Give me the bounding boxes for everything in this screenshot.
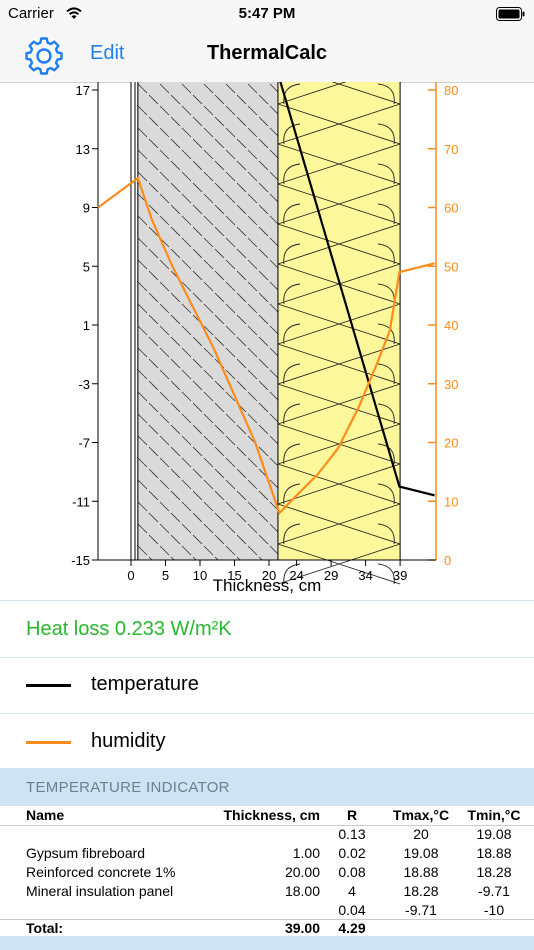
- y-left-tick-label: -3: [78, 377, 90, 392]
- cell-tmax: 18.88: [403, 864, 439, 880]
- chart-axes: 17 13 9 5 1 -3 -7 -11 -15 80 70 60 50 40 30 20 10 0 0 5 10 15…: [71, 82, 458, 583]
- legend-humidity: humidity: [0, 714, 534, 771]
- total-thickness: 39.00: [284, 920, 320, 936]
- x-tick-label: 15: [227, 568, 241, 583]
- section-title: TEMPERATURE INDICATOR: [26, 779, 230, 796]
- legend-temperature: temperature: [0, 657, 534, 714]
- battery-icon: [496, 7, 525, 21]
- page-title: ThermalCalc: [206, 42, 328, 64]
- wifi-icon: [66, 7, 82, 19]
- total-divider: [0, 919, 534, 920]
- cell-r: 0.08: [338, 864, 366, 880]
- y-left-tick-label: 9: [83, 201, 90, 216]
- cell-name: Mineral insulation panel: [26, 883, 174, 899]
- temperature-legend-swatch: [26, 684, 71, 687]
- carrier-label: Carrier: [8, 5, 54, 22]
- header-thickness: Thickness, cm: [223, 807, 321, 823]
- thermal-chart: 17 13 9 5 1 -3 -7 -11 -15 80 70 60 50 40 30 20 10 0 0 5 10 15…: [0, 63, 534, 600]
- table-row: Mineral insulation panel 18.00 4 18.28 -…: [0, 882, 534, 901]
- layer-reinforced-concrete: [137, 79, 279, 561]
- header-tmin: Tmin,°C: [467, 807, 521, 823]
- cell-tmin: 18.28: [476, 864, 512, 880]
- header-tmax: Tmax,°C: [392, 807, 450, 823]
- cell-thickness: 18.00: [284, 883, 320, 899]
- x-tick-label: 24: [289, 568, 303, 583]
- layer-gypsum-fibreboard: [130, 79, 139, 561]
- x-tick-label: 0: [127, 568, 134, 583]
- header-r: R: [346, 807, 358, 823]
- x-tick-label: 39: [393, 568, 407, 583]
- temperature-legend-label: temperature: [91, 673, 199, 695]
- cell-tmax: 18.28: [403, 883, 439, 899]
- x-tick-label: 34: [358, 568, 372, 583]
- y-right-tick-label: 70: [444, 142, 458, 157]
- cell-tmin: -9.71: [478, 883, 510, 899]
- x-tick-label: 20: [262, 568, 276, 583]
- insulation-pattern: [277, 63, 401, 585]
- temperature-series-line: [278, 77, 435, 497]
- cell-tmin: -10: [483, 902, 505, 918]
- cell-tmax: 20: [413, 826, 429, 842]
- y-right-tick-label: 30: [444, 377, 458, 392]
- y-right-tick-label: 50: [444, 259, 458, 274]
- temperature-table: Name Thickness, cm R Tmax,°C Tmin,°C 0.1…: [0, 806, 534, 936]
- total-r: 4.29: [338, 920, 366, 936]
- header-name: Name: [26, 807, 65, 823]
- cell-name: Gypsum fibreboard: [26, 845, 146, 861]
- humidity-series-line: [97, 176, 435, 516]
- x-tick-label: 5: [162, 568, 169, 583]
- y-left-tick-label: 17: [76, 83, 90, 98]
- edit-button[interactable]: Edit: [90, 42, 125, 64]
- y-left-tick-label: 13: [76, 142, 90, 157]
- y-left-tick-label: 1: [83, 318, 90, 333]
- humidity-legend-swatch: [26, 741, 71, 744]
- y-right-tick-label: 10: [444, 494, 458, 509]
- clock: 5:47 PM: [238, 5, 296, 22]
- x-tick-label: 10: [193, 568, 207, 583]
- cell-r: 0.02: [338, 845, 366, 861]
- layer-mineral-insulation: [277, 79, 401, 561]
- table-total-row: Total: 39.00 4.29: [0, 919, 534, 938]
- table-row: Reinforced concrete 1% 20.00 0.08 18.88 …: [0, 863, 534, 882]
- y-right-tick-label: 0: [444, 553, 451, 568]
- cell-name: Reinforced concrete 1%: [26, 864, 176, 880]
- y-left-tick-label: -7: [78, 436, 90, 451]
- table-row: 0.13 20 19.08: [0, 825, 534, 844]
- chart-svg: 17 13 9 5 1 -3 -7 -11 -15 80 70 60 50 40 30 20 10 0 0 5 10 15…: [71, 63, 458, 595]
- section-header: TEMPERATURE INDICATOR: [0, 768, 534, 806]
- x-tick-label: 29: [324, 568, 338, 583]
- x-axis-title: Thickness, cm: [213, 576, 322, 595]
- table-header-row: Name Thickness, cm R Tmax,°C Tmin,°C: [0, 806, 534, 825]
- heat-loss-value: Heat loss 0.233 W/m²K: [26, 618, 232, 640]
- y-left-tick-label: -15: [71, 553, 90, 568]
- y-right-tick-label: 60: [444, 201, 458, 216]
- heat-loss-row: Heat loss 0.233 W/m²K: [0, 600, 534, 658]
- cell-tmax: 19.08: [403, 845, 439, 861]
- total-label: Total:: [26, 920, 64, 936]
- y-right-tick-label: 20: [444, 436, 458, 451]
- cell-thickness: 20.00: [284, 864, 320, 880]
- humidity-legend-label: humidity: [91, 730, 166, 752]
- cell-r: 4: [348, 883, 356, 899]
- status-bar: Carrier 5:47 PM: [0, 0, 534, 28]
- table-row: Gypsum fibreboard 1.00 0.02 19.08 18.88: [0, 844, 534, 863]
- cell-thickness: 1.00: [292, 845, 320, 861]
- y-left-tick-label: -11: [72, 494, 90, 509]
- y-right-tick-label: 80: [444, 83, 458, 98]
- cell-tmin: 19.08: [476, 826, 512, 842]
- y-left-tick-label: 5: [83, 259, 90, 274]
- header-divider: [0, 825, 534, 826]
- gear-icon[interactable]: [24, 35, 64, 75]
- cell-r: 0.04: [338, 902, 366, 918]
- table-row: 0.04 -9.71 -10: [0, 901, 534, 920]
- bottom-section-strip: [0, 936, 534, 950]
- y-right-tick-label: 40: [444, 318, 458, 333]
- cell-tmin: 18.88: [476, 845, 512, 861]
- cell-r: 0.13: [338, 826, 366, 842]
- navigation-bar: Edit ThermalCalc: [0, 28, 534, 83]
- cell-tmax: -9.71: [405, 902, 437, 918]
